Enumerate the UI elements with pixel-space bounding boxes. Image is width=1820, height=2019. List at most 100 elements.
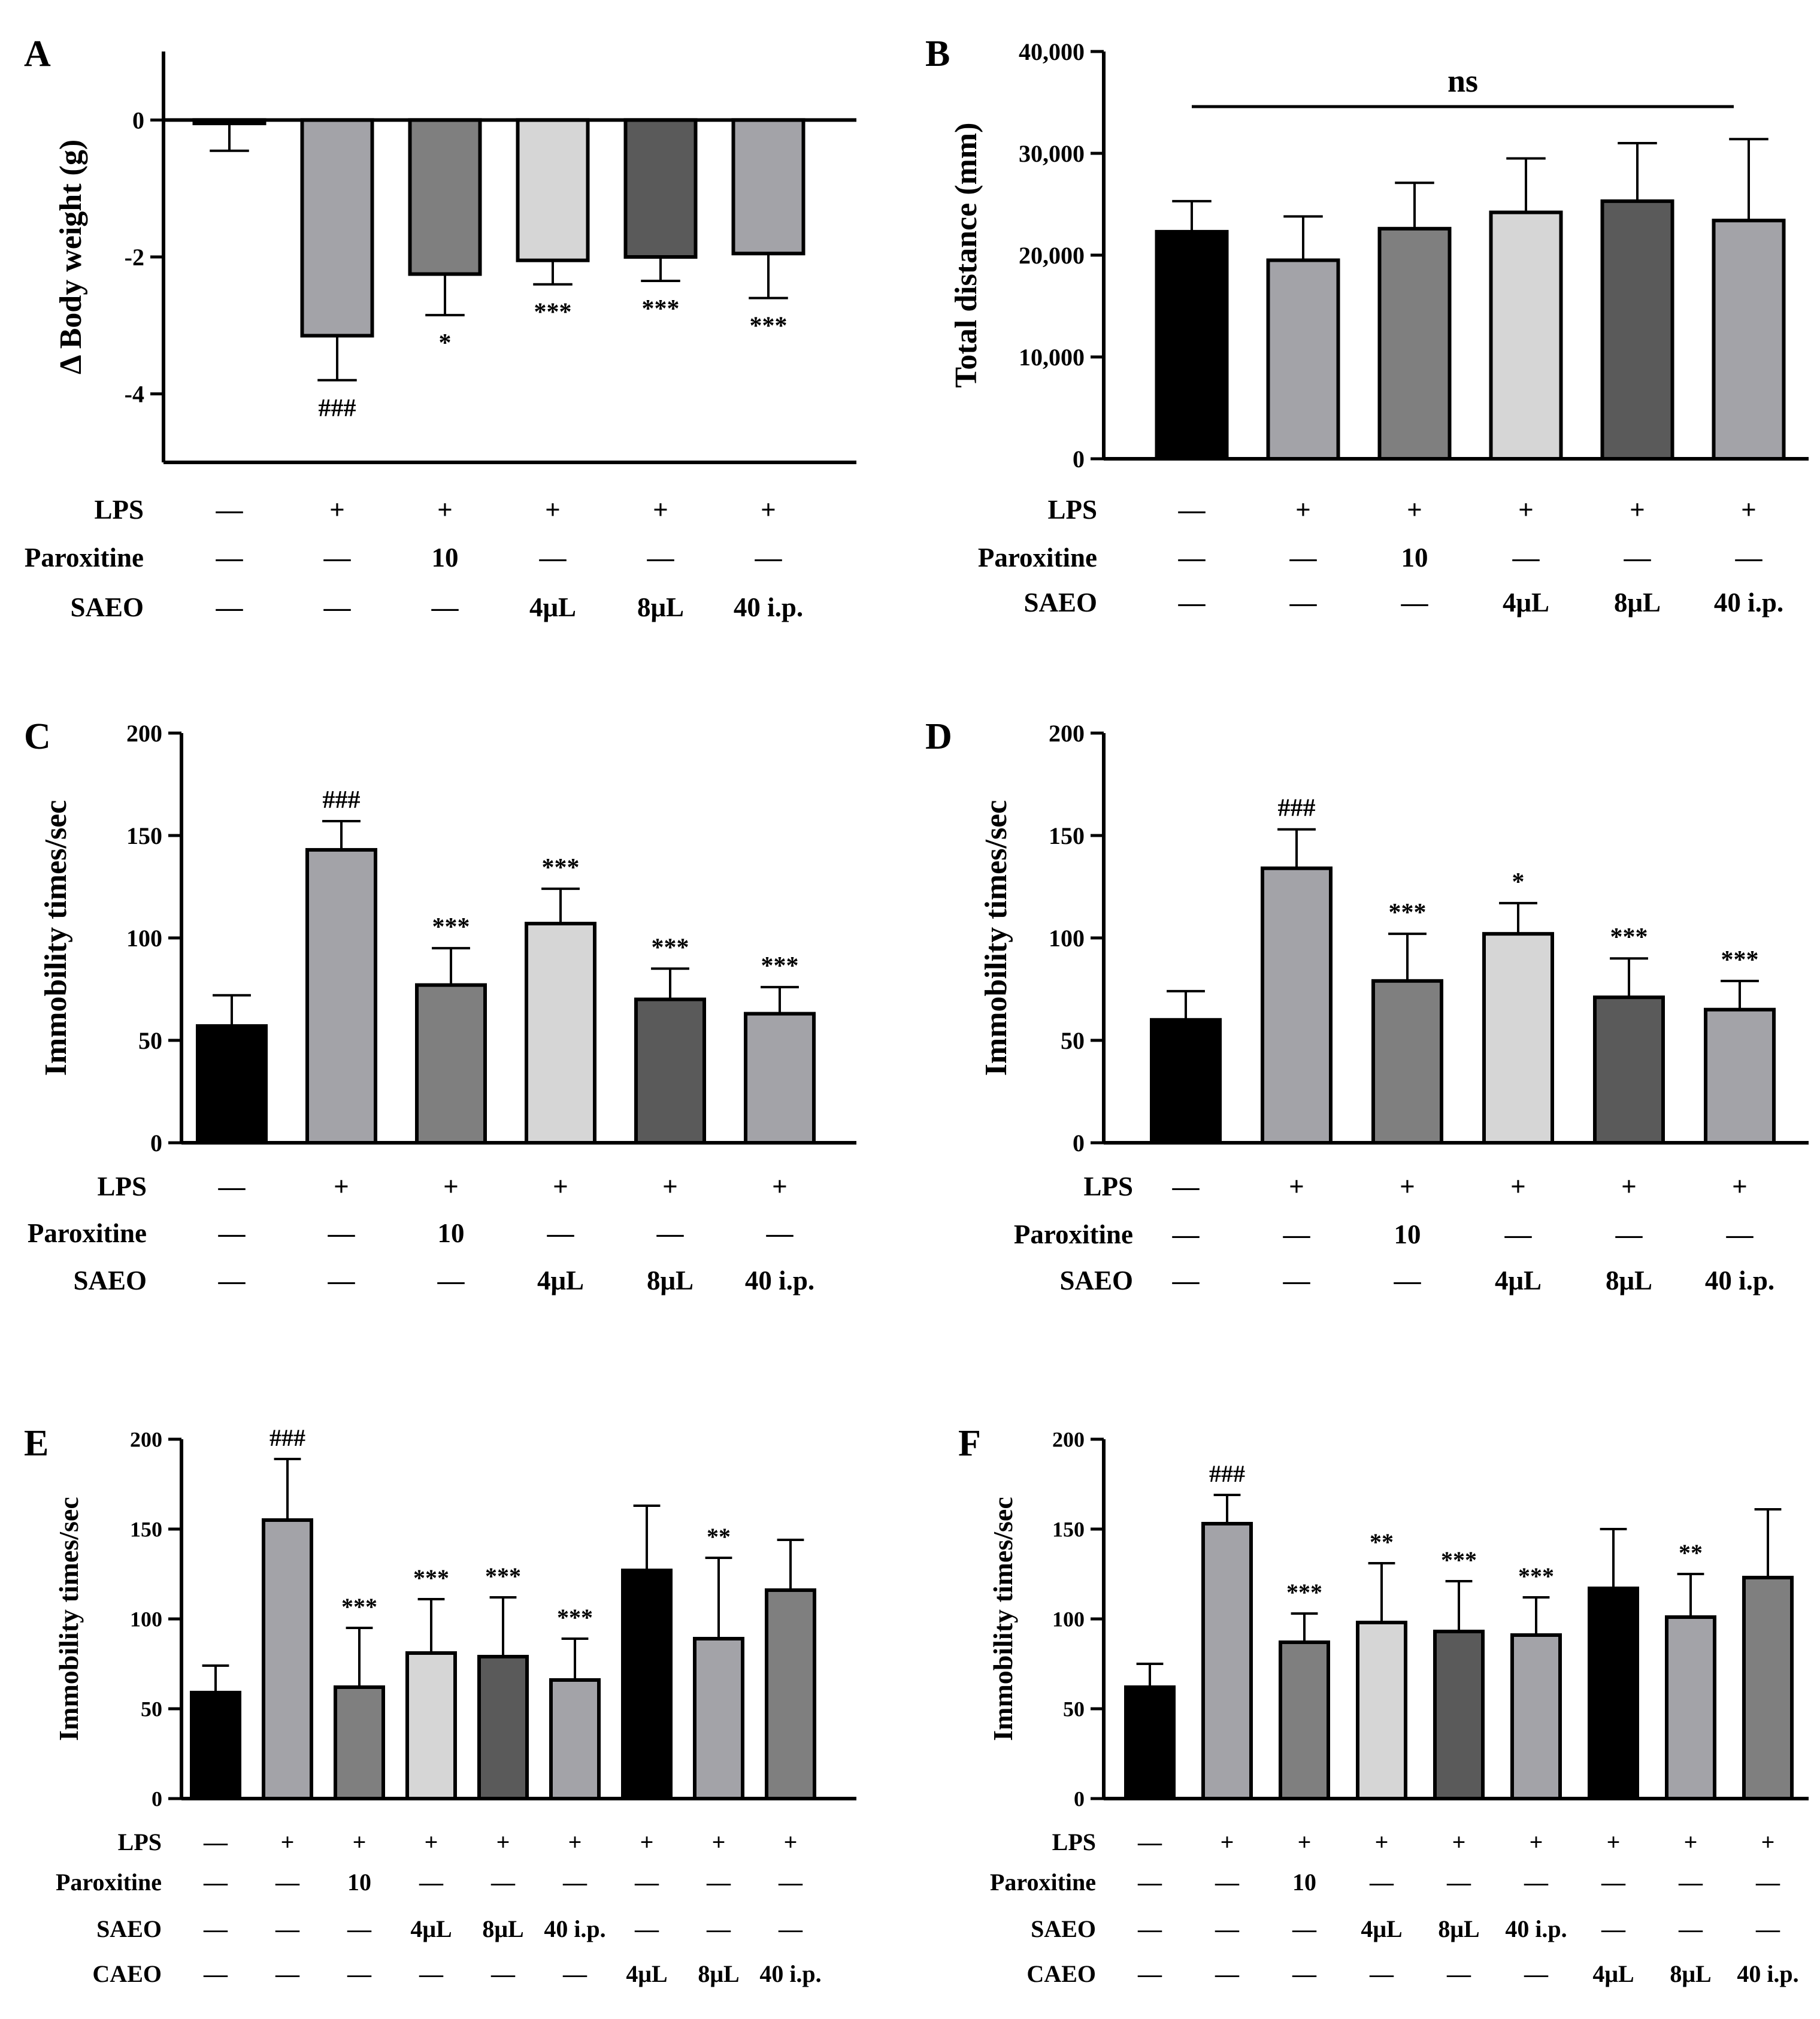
row-cell-a-0-2: +: [437, 495, 453, 525]
bar-c-4: [525, 922, 596, 1145]
row-cell-b-2-5: 40 i.p.: [1714, 588, 1783, 617]
row-cell-a-0-4: +: [653, 495, 668, 525]
bar-f-1: [1124, 1685, 1176, 1800]
y-tick-label-e-3: 150: [130, 1518, 162, 1542]
bar-a-4: [516, 118, 590, 262]
row-cell-c-2-5: 40 i.p.: [745, 1266, 814, 1295]
row-cell-d-1-4: —: [1615, 1219, 1643, 1249]
row-cell-f-0-3: +: [1375, 1829, 1389, 1855]
row-label-a-0: LPS: [94, 495, 144, 525]
row-cell-d-1-0: —: [1172, 1219, 1200, 1249]
row-cell-f-0-7: +: [1684, 1829, 1698, 1855]
row-cell-f-2-4: 8μL: [1438, 1915, 1479, 1942]
bar-c-6: [744, 1012, 816, 1145]
bar-e-9: [765, 1588, 816, 1800]
row-cell-a-0-3: +: [545, 495, 561, 525]
row-cell-e-3-6: 4μL: [626, 1960, 667, 1987]
row-label-b-0: LPS: [1047, 495, 1097, 525]
row-cell-e-2-8: —: [778, 1915, 803, 1942]
row-label-a-2: SAEO: [70, 592, 144, 622]
row-cell-a-2-1: —: [323, 592, 352, 622]
row-cell-e-3-0: —: [203, 1960, 228, 1987]
significance-label-e-6: ***: [557, 1604, 593, 1631]
row-cell-c-0-3: +: [553, 1172, 568, 1201]
bar-c-5: [634, 997, 706, 1145]
row-cell-f-2-0: —: [1137, 1915, 1162, 1942]
row-label-f-2: SAEO: [1031, 1915, 1096, 1942]
y-tick-label-a-1: -2: [125, 244, 144, 271]
significance-label-a-6: ***: [750, 313, 788, 340]
row-cell-f-0-6: +: [1607, 1829, 1621, 1855]
row-cell-f-0-0: —: [1137, 1829, 1162, 1855]
y-axis-label-c: Immobility times/sec: [39, 800, 73, 1076]
y-tick-label-d-1: 50: [1061, 1027, 1085, 1054]
y-tick-label-c-1: 50: [138, 1027, 162, 1054]
row-cell-e-2-2: —: [347, 1915, 372, 1942]
bar-f-9: [1742, 1576, 1794, 1800]
panel-letter-a: A: [24, 34, 51, 74]
row-cell-e-0-0: —: [203, 1829, 228, 1855]
row-cell-c-1-1: —: [328, 1218, 356, 1248]
significance-label-e-5: ***: [485, 1563, 521, 1590]
row-cell-e-3-8: 40 i.p.: [759, 1960, 821, 1987]
row-cell-e-0-1: +: [281, 1829, 295, 1855]
row-cell-c-0-2: +: [443, 1172, 459, 1201]
row-cell-e-2-1: —: [275, 1915, 300, 1942]
row-cell-f-3-2: —: [1292, 1960, 1317, 1987]
significance-label-a-5: ***: [642, 295, 680, 323]
significance-label-c-4: ***: [542, 854, 580, 882]
row-cell-e-0-2: +: [353, 1829, 367, 1855]
row-cell-f-2-6: —: [1601, 1915, 1626, 1942]
row-cell-b-2-4: 8μL: [1614, 588, 1661, 617]
row-cell-d-0-3: +: [1510, 1172, 1526, 1201]
row-cell-e-2-4: 8μL: [482, 1915, 523, 1942]
bar-f-7: [1588, 1587, 1639, 1800]
row-label-d-2: SAEO: [1059, 1266, 1133, 1295]
row-cell-a-0-5: +: [761, 495, 776, 525]
row-cell-c-1-2: 10: [438, 1218, 465, 1248]
row-cell-d-2-0: —: [1172, 1266, 1200, 1295]
row-label-e-0: LPS: [118, 1829, 162, 1855]
bar-f-6: [1510, 1633, 1562, 1800]
bar-d-6: [1704, 1007, 1776, 1145]
row-cell-f-1-0: —: [1137, 1869, 1162, 1896]
bar-e-4: [405, 1651, 457, 1800]
y-tick-label-e-4: 200: [130, 1428, 162, 1452]
y-tick-label-c-4: 200: [126, 720, 162, 747]
row-cell-b-0-4: +: [1630, 495, 1645, 525]
row-cell-a-1-3: —: [539, 543, 567, 573]
significance-label-e-4: ***: [413, 1564, 449, 1591]
row-cell-f-3-6: 4μL: [1592, 1960, 1634, 1987]
significance-label-d-4: *: [1512, 868, 1525, 896]
row-cell-c-2-0: —: [218, 1266, 246, 1295]
row-cell-f-3-7: 8μL: [1670, 1960, 1711, 1987]
row-cell-d-1-5: —: [1726, 1219, 1754, 1249]
bar-c-1: [196, 1024, 268, 1145]
row-cell-c-0-5: +: [772, 1172, 788, 1201]
panel-letter-e: E: [24, 1423, 49, 1464]
row-label-c-0: LPS: [97, 1172, 147, 1201]
row-cell-c-2-4: 8μL: [647, 1266, 694, 1295]
row-cell-d-2-5: 40 i.p.: [1705, 1266, 1774, 1295]
row-cell-d-0-5: +: [1732, 1172, 1748, 1201]
y-tick-label-c-0: 0: [150, 1130, 162, 1157]
row-label-c-1: Paroxitine: [28, 1218, 147, 1248]
bar-e-6: [549, 1678, 601, 1800]
bar-f-2: [1201, 1522, 1253, 1800]
row-cell-e-0-3: +: [425, 1829, 438, 1855]
bar-b-4: [1489, 210, 1563, 461]
row-cell-d-0-1: +: [1289, 1172, 1304, 1201]
row-cell-b-0-5: +: [1741, 495, 1757, 525]
panel-letter-f: F: [958, 1423, 981, 1464]
row-cell-f-1-6: —: [1601, 1869, 1626, 1896]
row-cell-c-2-1: —: [328, 1266, 356, 1295]
bar-d-3: [1371, 979, 1443, 1145]
row-cell-a-2-3: 4μL: [529, 592, 576, 622]
row-cell-b-0-3: +: [1518, 495, 1534, 525]
row-cell-b-1-1: —: [1289, 543, 1318, 573]
significance-label-d-5: ***: [1610, 924, 1648, 951]
y-tick-label-c-2: 100: [126, 925, 162, 952]
y-axis-label-a: Δ Body weight (g): [54, 140, 88, 374]
row-cell-f-2-2: —: [1292, 1915, 1317, 1942]
